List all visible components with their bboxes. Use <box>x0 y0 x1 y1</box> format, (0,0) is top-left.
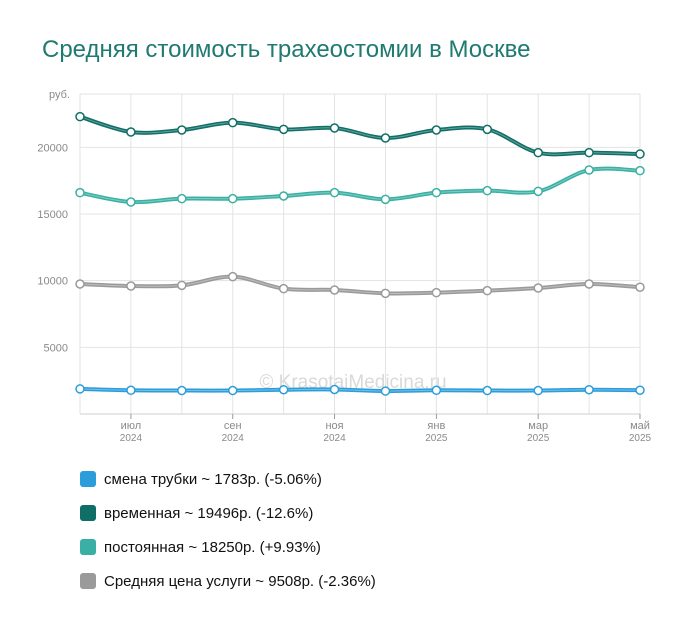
data-point <box>380 386 391 396</box>
data-point <box>278 384 289 395</box>
data-point <box>126 197 136 207</box>
x-tick-label-month: янв <box>427 420 445 432</box>
x-tick-label-year: 2025 <box>527 433 550 444</box>
line-chart: © KrasotaiMedicina.ru 500010000150002000… <box>37 89 651 444</box>
data-point <box>584 165 594 175</box>
data-point <box>635 165 645 176</box>
data-point <box>227 117 238 128</box>
data-point <box>227 385 238 396</box>
y-tick-label: 5000 <box>44 342 68 354</box>
data-point <box>482 185 493 196</box>
data-point <box>431 125 442 135</box>
data-point <box>635 385 645 395</box>
data-point <box>278 283 289 294</box>
chart-title: Средняя стоимость трахеостомии в Москве <box>42 36 531 63</box>
data-point <box>584 279 594 289</box>
legend-label: смена трубки ~ 1783р. (-5.06%) <box>104 470 322 488</box>
series-line <box>78 114 642 157</box>
data-point <box>431 385 442 396</box>
data-point <box>431 187 442 198</box>
data-point <box>533 186 543 197</box>
data-point <box>75 111 85 122</box>
data-point <box>533 283 543 293</box>
x-tick-label-year: 2024 <box>120 433 143 444</box>
data-point <box>75 384 85 394</box>
legend-item-permanent[interactable]: постоянная ~ 18250р. (+9.93%) <box>80 530 376 564</box>
axes: 5000100001500020000руб.июл2024сен2024ноя… <box>37 89 651 444</box>
legend-label: временная ~ 19496р. (-12.6%) <box>104 504 314 522</box>
x-tick-label-year: 2024 <box>323 433 346 444</box>
data-point <box>227 271 238 282</box>
x-tick-label-year: 2025 <box>629 433 652 444</box>
data-point <box>584 384 594 395</box>
data-point <box>75 187 85 198</box>
data-point <box>635 282 645 292</box>
data-point <box>177 280 187 291</box>
series-permanent <box>75 165 645 207</box>
x-tick-label-year: 2024 <box>222 433 245 444</box>
x-tick-label-month: май <box>630 420 650 432</box>
legend-label: Средняя цена услуги ~ 9508р. (-2.36%) <box>104 572 376 590</box>
series-layer <box>75 111 645 396</box>
series-line-highlight <box>79 116 641 155</box>
y-tick-label: 10000 <box>37 276 68 288</box>
y-tick-label: 15000 <box>37 209 68 221</box>
legend-item-average[interactable]: Средняя цена услуги ~ 9508р. (-2.36%) <box>80 564 376 598</box>
x-tick-label-year: 2025 <box>425 433 448 444</box>
data-point <box>126 127 136 137</box>
data-point <box>380 194 391 205</box>
legend-swatch <box>80 471 96 487</box>
series-average <box>75 271 645 299</box>
x-tick-label-month: мар <box>528 420 548 432</box>
data-point <box>380 288 391 299</box>
data-point <box>482 385 493 396</box>
series-line <box>78 274 642 296</box>
data-point <box>329 384 340 395</box>
data-point <box>126 281 136 291</box>
data-point <box>533 147 543 158</box>
data-point <box>482 124 493 135</box>
data-point <box>126 385 136 396</box>
data-point <box>482 285 493 296</box>
data-point <box>380 133 391 143</box>
data-point <box>329 123 340 133</box>
legend-swatch <box>80 539 96 555</box>
data-point <box>227 193 238 204</box>
series-tube-change <box>75 384 645 396</box>
data-point <box>329 285 340 295</box>
series-temporary <box>75 111 645 159</box>
x-tick-label-month: июл <box>121 420 142 432</box>
legend-swatch <box>80 505 96 521</box>
series-line <box>78 166 642 205</box>
y-tick-label: 20000 <box>37 142 68 154</box>
data-point <box>329 187 340 198</box>
x-tick-label-month: сен <box>224 420 242 432</box>
data-point <box>278 124 289 135</box>
data-point <box>177 385 187 396</box>
x-tick-label-month: ноя <box>325 420 343 432</box>
data-point <box>533 385 543 396</box>
legend-swatch <box>80 573 96 589</box>
legend-label: постоянная ~ 18250р. (+9.93%) <box>104 538 321 556</box>
data-point <box>584 147 594 158</box>
data-point <box>177 125 187 135</box>
legend: смена трубки ~ 1783р. (-5.06%) временная… <box>80 462 376 598</box>
data-point <box>177 193 187 204</box>
data-point <box>635 149 645 159</box>
data-point <box>431 287 442 298</box>
data-point <box>75 279 85 289</box>
grid <box>79 93 641 414</box>
legend-item-tube-change[interactable]: смена трубки ~ 1783р. (-5.06%) <box>80 462 376 496</box>
y-axis-label: руб. <box>49 89 70 101</box>
legend-item-temporary[interactable]: временная ~ 19496р. (-12.6%) <box>80 496 376 530</box>
data-point <box>278 191 289 201</box>
